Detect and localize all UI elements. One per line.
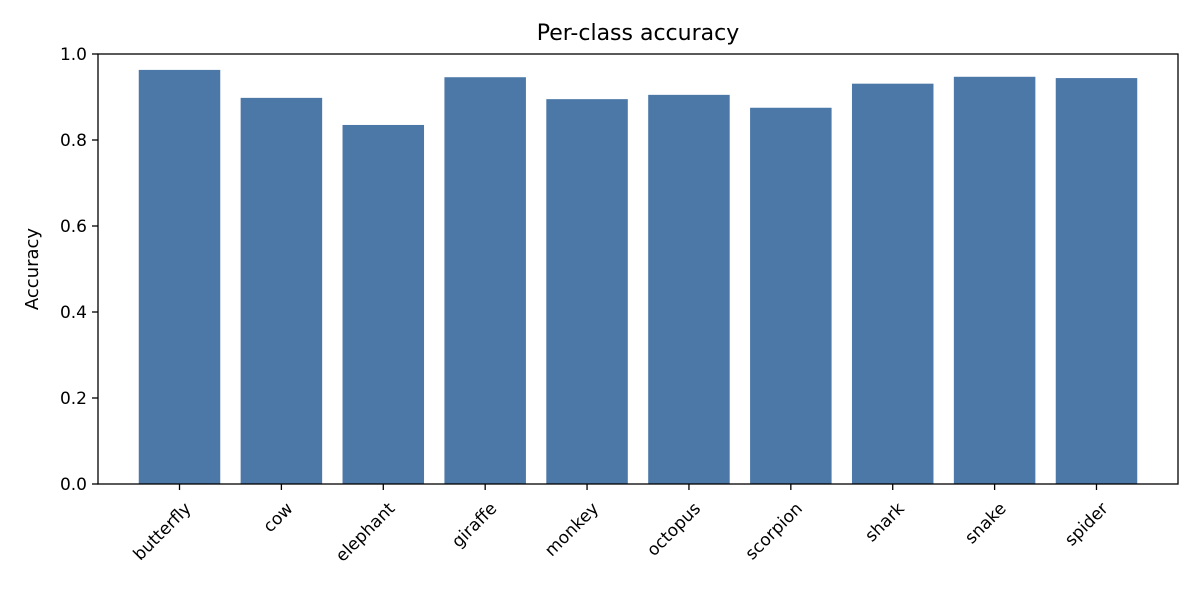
y-axis-ticks: 0.0 0.2 0.4 0.6 0.8 1.0 bbox=[60, 45, 98, 495]
bar-elephant bbox=[342, 124, 425, 484]
x-tick-label: snake bbox=[961, 499, 1010, 548]
bar-giraffe bbox=[444, 77, 526, 484]
bar-monkey bbox=[546, 99, 628, 485]
plot-frame bbox=[97, 53, 1179, 485]
x-tick-label: spider bbox=[1061, 499, 1112, 550]
chart-title: Per-class accuracy bbox=[537, 21, 739, 46]
x-tick-label: shark bbox=[861, 499, 908, 546]
x-tick-label: octopus bbox=[643, 499, 705, 561]
y-tick-label: 0.8 bbox=[60, 131, 87, 151]
y-axis-label: Accuracy bbox=[22, 228, 43, 311]
x-tick-label: cow bbox=[259, 499, 297, 537]
bar-spider bbox=[1055, 78, 1138, 484]
x-tick-label: giraffe bbox=[448, 499, 501, 552]
x-tick-label: butterfly bbox=[130, 499, 196, 565]
bar-cow bbox=[240, 97, 323, 485]
y-tick-label: 0.6 bbox=[60, 217, 87, 237]
bar-scorpion bbox=[750, 107, 832, 484]
bar-octopus bbox=[648, 94, 730, 484]
x-tick-label: monkey bbox=[541, 499, 603, 561]
y-tick-label: 1.0 bbox=[60, 45, 87, 65]
bar-snake bbox=[953, 76, 1036, 484]
bars-group bbox=[138, 69, 1138, 485]
bar-butterfly bbox=[138, 69, 221, 484]
bar-shark bbox=[851, 83, 934, 485]
y-tick-label: 0.0 bbox=[60, 475, 87, 495]
y-tick-label: 0.2 bbox=[60, 389, 87, 409]
x-tick-label: elephant bbox=[332, 499, 399, 566]
x-axis-ticks: butterfly cow elephant giraffe monkey octopus… bbox=[130, 484, 1113, 566]
x-tick-label: scorpion bbox=[742, 499, 807, 564]
y-tick-label: 0.4 bbox=[60, 303, 87, 323]
